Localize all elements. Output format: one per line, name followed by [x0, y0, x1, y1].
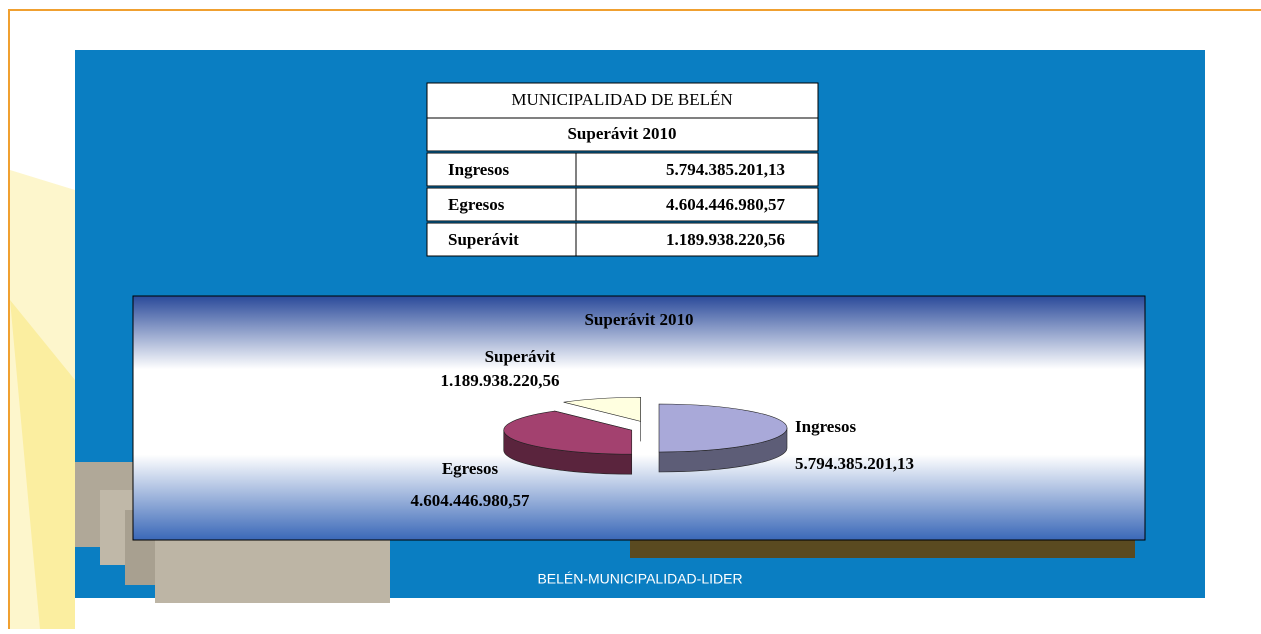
table-subtitle: Superávit 2010	[567, 124, 676, 143]
slice-label: Ingresos	[795, 417, 856, 436]
row-value: 5.794.385.201,13	[666, 160, 785, 179]
decor	[10, 300, 75, 629]
row-label: Superávit	[448, 230, 519, 249]
slice-label: Egresos	[442, 459, 499, 478]
row-label: Ingresos	[448, 160, 509, 179]
slice-value-label: 5.794.385.201,13	[795, 454, 914, 473]
data-table: MUNICIPALIDAD DE BELÉN Superávit 2010 Ingr…	[426, 82, 819, 257]
slice-label: Superávit	[485, 347, 556, 366]
row-value: 1.189.938.220,56	[666, 230, 785, 249]
table-cell	[575, 152, 819, 187]
slice	[658, 403, 788, 453]
row-value: 4.604.446.980,57	[666, 195, 786, 214]
table-cell	[575, 187, 819, 222]
footer: BELÉN-MUNICIPALIDAD-LIDER	[537, 571, 742, 587]
chart-title: Superávit 2010	[584, 310, 693, 329]
slice	[563, 397, 641, 422]
row-label: Egresos	[448, 195, 505, 214]
slice-value-label: 1.189.938.220,56	[441, 371, 560, 390]
table-cell	[575, 222, 819, 257]
slice	[503, 410, 633, 455]
slice-value-label: 4.604.446.980,57	[411, 491, 531, 510]
table-subtitle-cell	[426, 117, 819, 152]
table-cell	[426, 152, 577, 187]
table-title-cell	[426, 82, 819, 119]
table-title: MUNICIPALIDAD DE BELÉN	[511, 90, 732, 109]
coins	[630, 538, 1135, 558]
